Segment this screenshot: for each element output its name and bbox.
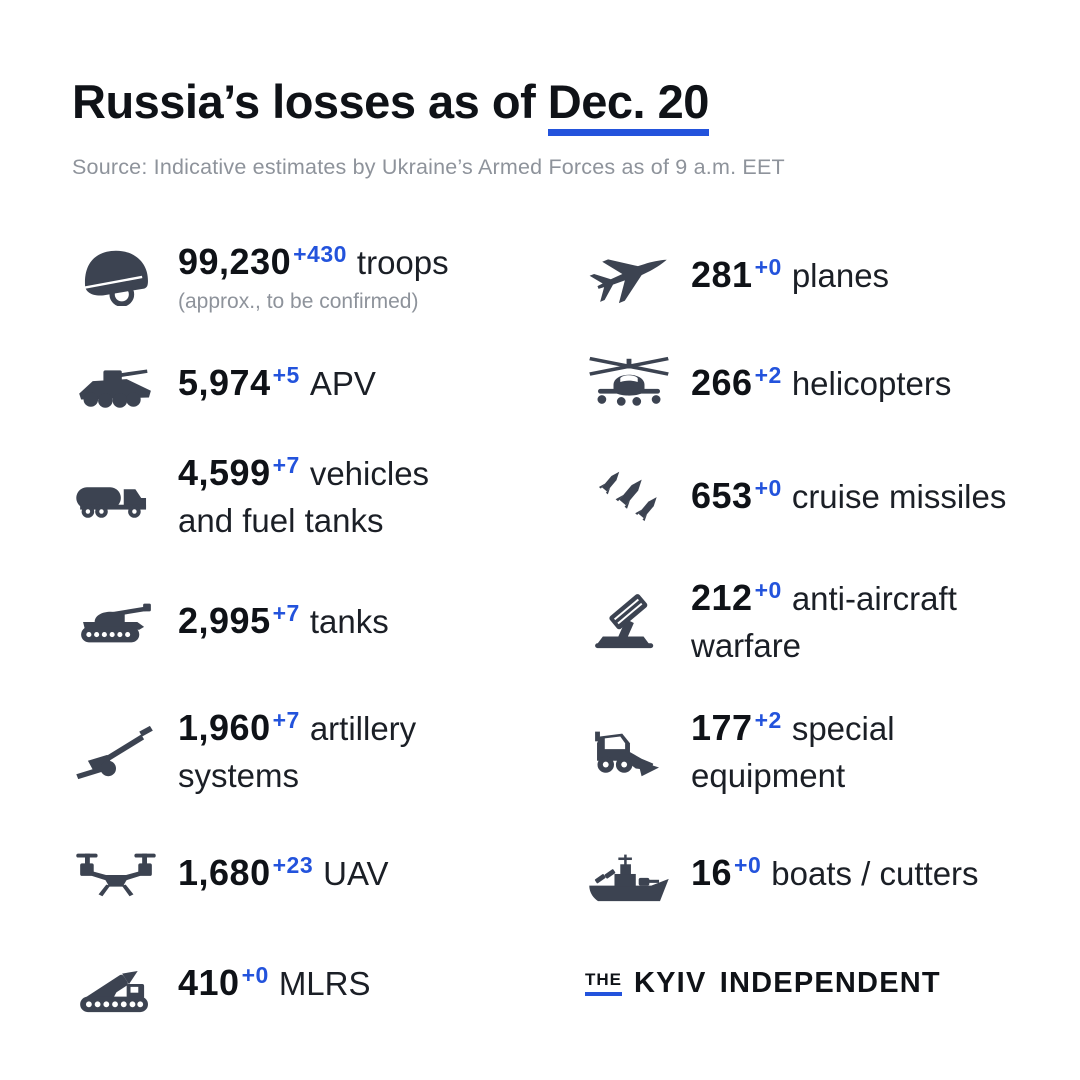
stat-item: 5,974+5 APV (72, 334, 585, 432)
stat-delta: +5 (272, 362, 300, 389)
apv-icon (72, 352, 160, 414)
stat-label: APV (309, 365, 376, 403)
stat-item: 281+0 planes (585, 216, 1080, 334)
stat-value: 281 (691, 254, 753, 296)
stat-delta: +0 (754, 577, 782, 604)
stat-item: 16+0 boats / cutters (585, 819, 1080, 927)
stats-grid: THE KYIV INDEPENDENT 99,230+430 troops (a… (72, 216, 1080, 1039)
stat-value: 653 (691, 474, 753, 516)
stat-label: tanks (309, 603, 389, 641)
logo-the: THE (585, 970, 622, 996)
stat-delta: +23 (272, 852, 314, 879)
stat-value: 99,230 (178, 241, 292, 283)
tank-icon (72, 590, 160, 652)
helmet-icon (72, 244, 160, 306)
loader-icon (585, 720, 673, 782)
stat-delta: +0 (241, 962, 269, 989)
drone-icon (72, 842, 160, 904)
stat-label: UAV (323, 855, 389, 893)
stat-label: planes (791, 257, 890, 295)
stat-value: 2,995 (178, 600, 271, 642)
artillery-icon (72, 720, 160, 782)
source-note: Source: Indicative estimates by Ukraine’… (72, 155, 785, 179)
page-title: Russia’s losses as of Dec. 20 (72, 74, 1080, 136)
stat-value: 16 (691, 852, 733, 894)
stat-label: vehicles and fuel tanks (178, 454, 430, 539)
stat-item: 653+0 cruise missiles (585, 432, 1080, 559)
stat-label: troops (356, 244, 449, 282)
stat-delta: +2 (754, 362, 782, 389)
stat-item: 99,230+430 troops (approx., to be confirm… (72, 216, 585, 334)
title-date: Dec. 20 (547, 75, 709, 136)
stat-note: (approx., to be confirmed) (178, 289, 419, 313)
stat-delta: +0 (734, 852, 762, 879)
stat-label: artillery systems (178, 710, 417, 795)
stat-value: 177 (691, 707, 753, 749)
stat-item: 4,599+7 vehicles and fuel tanks (72, 432, 585, 559)
stat-delta: +2 (754, 707, 782, 734)
title-text: Russia’s losses as of (72, 75, 548, 128)
stat-delta: +7 (272, 600, 300, 627)
fuel-truck-icon (72, 465, 160, 527)
stat-delta: +0 (754, 254, 782, 281)
stat-item: 177+2 special equipment (585, 683, 1080, 819)
stat-value: 1,960 (178, 707, 271, 749)
stat-delta: +7 (272, 707, 300, 734)
anti-aircraft-icon (585, 590, 673, 652)
stat-label: anti-aircraft warfare (691, 580, 957, 665)
stat-item: 2,995+7 tanks (72, 559, 585, 683)
stat-label: MLRS (278, 965, 371, 1003)
stat-label: helicopters (791, 365, 952, 403)
stat-value: 212 (691, 577, 753, 619)
stat-label: cruise missiles (791, 477, 1007, 515)
missiles-icon (585, 465, 673, 527)
stat-label: boats / cutters (771, 855, 979, 893)
stat-item: 266+2 helicopters (585, 334, 1080, 432)
stat-value: 4,599 (178, 451, 271, 493)
stat-value: 266 (691, 362, 753, 404)
mlrs-icon (72, 952, 160, 1014)
jet-icon (585, 244, 673, 306)
stat-delta: +7 (272, 451, 300, 478)
stat-item: 1,680+23 UAV (72, 819, 585, 927)
stat-value: 1,680 (178, 852, 271, 894)
stat-delta: +430 (293, 241, 347, 268)
stat-item: 410+0 MLRS (72, 927, 585, 1039)
stat-label: special equipment (691, 710, 895, 795)
stat-value: 410 (178, 962, 240, 1004)
stat-item: 212+0 anti-aircraft warfare (585, 559, 1080, 683)
brand-logo: THE KYIV INDEPENDENT (585, 927, 1080, 1039)
logo-name: KYIV INDEPENDENT (634, 966, 941, 999)
stat-value: 5,974 (178, 362, 271, 404)
helicopter-icon (585, 352, 673, 414)
stat-item: 1,960+7 artillery systems (72, 683, 585, 819)
stat-delta: +0 (754, 474, 782, 501)
ship-icon (585, 842, 673, 904)
